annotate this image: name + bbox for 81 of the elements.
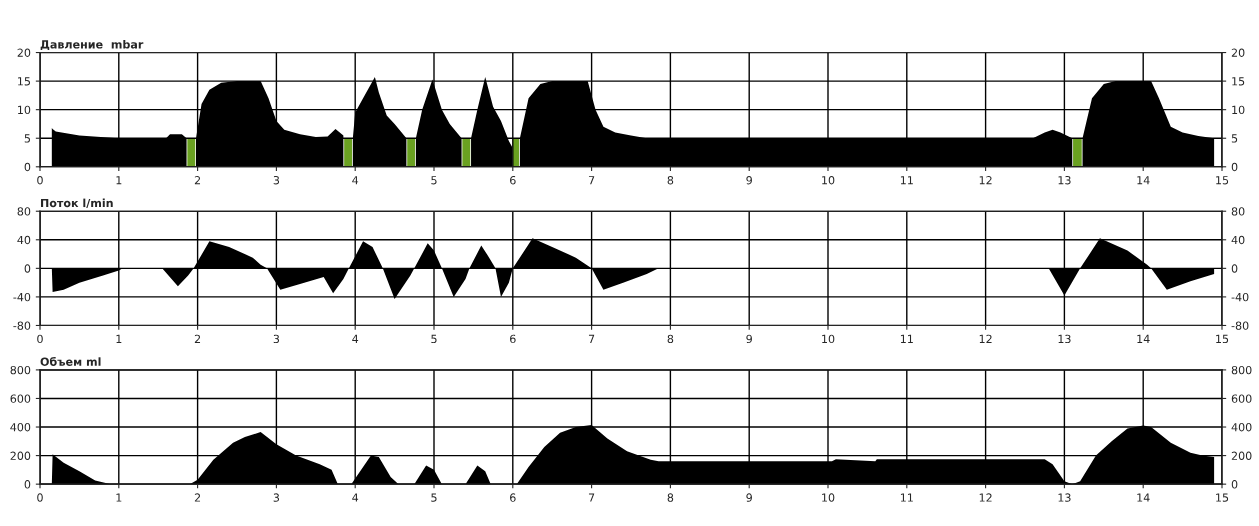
x-tick-label: 11 (900, 334, 913, 343)
x-tick-label: 15 (1216, 176, 1229, 185)
y2-tick-label: 0 (1231, 480, 1238, 489)
y-tick-label: 40 (17, 235, 31, 245)
y-tick-label: 0 (24, 162, 31, 172)
x-tick-label: 3 (273, 176, 280, 185)
x-tick-label: 5 (431, 493, 437, 502)
x-tick-label: 14 (1137, 334, 1150, 343)
x-tick-label: 5 (431, 176, 437, 185)
x-tick-label: 15 (1216, 334, 1229, 344)
x-tick-label: 12 (979, 176, 992, 185)
y-tick-label: -40 (13, 292, 31, 302)
y-tick-label: 80 (17, 207, 31, 216)
x-tick-label: 10 (822, 334, 835, 344)
y2-tick-label: 10 (1232, 105, 1245, 115)
x-tick-label: 6 (510, 334, 516, 344)
x-tick-label: 0 (37, 493, 43, 502)
x-tick-label: 0 (37, 176, 43, 185)
y2-tick-label: 200 (1231, 451, 1252, 460)
y-tick-label: -80 (13, 321, 31, 330)
x-tick-label: 11 (900, 176, 913, 185)
x-tick-label: 8 (667, 493, 674, 502)
x-tick-label: 7 (588, 493, 595, 502)
y2-tick-label: 5 (1231, 134, 1238, 143)
x-tick-label: 15 (1216, 493, 1229, 502)
chart-title: Поток l/min (41, 198, 113, 209)
x-tick-label: 3 (273, 334, 280, 344)
y-tick-label: 10 (18, 105, 31, 115)
y2-tick-label: 800 (1231, 365, 1252, 375)
x-tick-label: 9 (746, 176, 752, 185)
x-tick-label: 7 (588, 176, 595, 185)
x-tick-label: 14 (1137, 493, 1150, 502)
x-tick-label: 9 (746, 334, 752, 344)
x-tick-label: 7 (588, 334, 595, 343)
x-tick-label: 2 (194, 334, 201, 343)
x-tick-label: 2 (194, 176, 201, 185)
y-tick-label: 0 (24, 480, 31, 489)
x-tick-label: 10 (822, 176, 835, 185)
x-tick-label: 5 (431, 334, 437, 344)
x-tick-label: 1 (116, 493, 122, 502)
x-tick-label: 14 (1137, 176, 1150, 185)
y-tick-label: 5 (24, 134, 30, 143)
y2-tick-label: -40 (1231, 292, 1249, 302)
y-tick-label: 200 (10, 451, 31, 460)
x-tick-label: 13 (1058, 334, 1071, 344)
x-tick-label: 8 (667, 176, 674, 185)
y2-tick-label: 80 (1231, 207, 1245, 216)
y-tick-label: 20 (17, 48, 31, 57)
y2-tick-label: 600 (1231, 394, 1252, 403)
y2-tick-label: 0 (1231, 162, 1238, 172)
x-tick-label: 6 (510, 176, 516, 185)
x-tick-label: 11 (900, 493, 913, 502)
x-tick-label: 1 (116, 176, 122, 185)
x-tick-label: 9 (746, 493, 752, 502)
y2-tick-label: 20 (1231, 48, 1245, 57)
y-tick-label: 400 (10, 423, 31, 432)
y-tick-label: 600 (10, 394, 31, 403)
x-tick-label: 4 (352, 334, 359, 343)
y2-tick-label: 400 (1231, 423, 1252, 432)
x-tick-label: 10 (822, 493, 835, 502)
x-tick-label: 12 (979, 493, 992, 502)
x-tick-label: 6 (510, 493, 516, 502)
y-tick-label: 15 (18, 77, 30, 86)
y2-tick-label: 40 (1231, 235, 1245, 245)
x-tick-label: 8 (667, 334, 674, 344)
x-tick-label: 4 (352, 176, 359, 185)
x-tick-label: 13 (1058, 176, 1071, 185)
x-tick-label: 3 (273, 493, 280, 502)
chart-title: Объем ml (40, 356, 101, 366)
x-tick-label: 0 (37, 334, 43, 344)
y-tick-label: 800 (10, 365, 31, 375)
y2-tick-label: -80 (1231, 321, 1249, 330)
y2-tick-label: 15 (1232, 77, 1245, 86)
y2-tick-label: 0 (1231, 264, 1238, 273)
x-tick-label: 13 (1058, 493, 1071, 502)
x-tick-label: 1 (116, 334, 122, 343)
x-tick-label: 4 (352, 493, 359, 502)
x-tick-label: 12 (979, 334, 992, 343)
chart-title: Давление mbar (40, 39, 144, 51)
x-tick-label: 2 (194, 493, 201, 502)
y-tick-label: 0 (24, 264, 31, 273)
